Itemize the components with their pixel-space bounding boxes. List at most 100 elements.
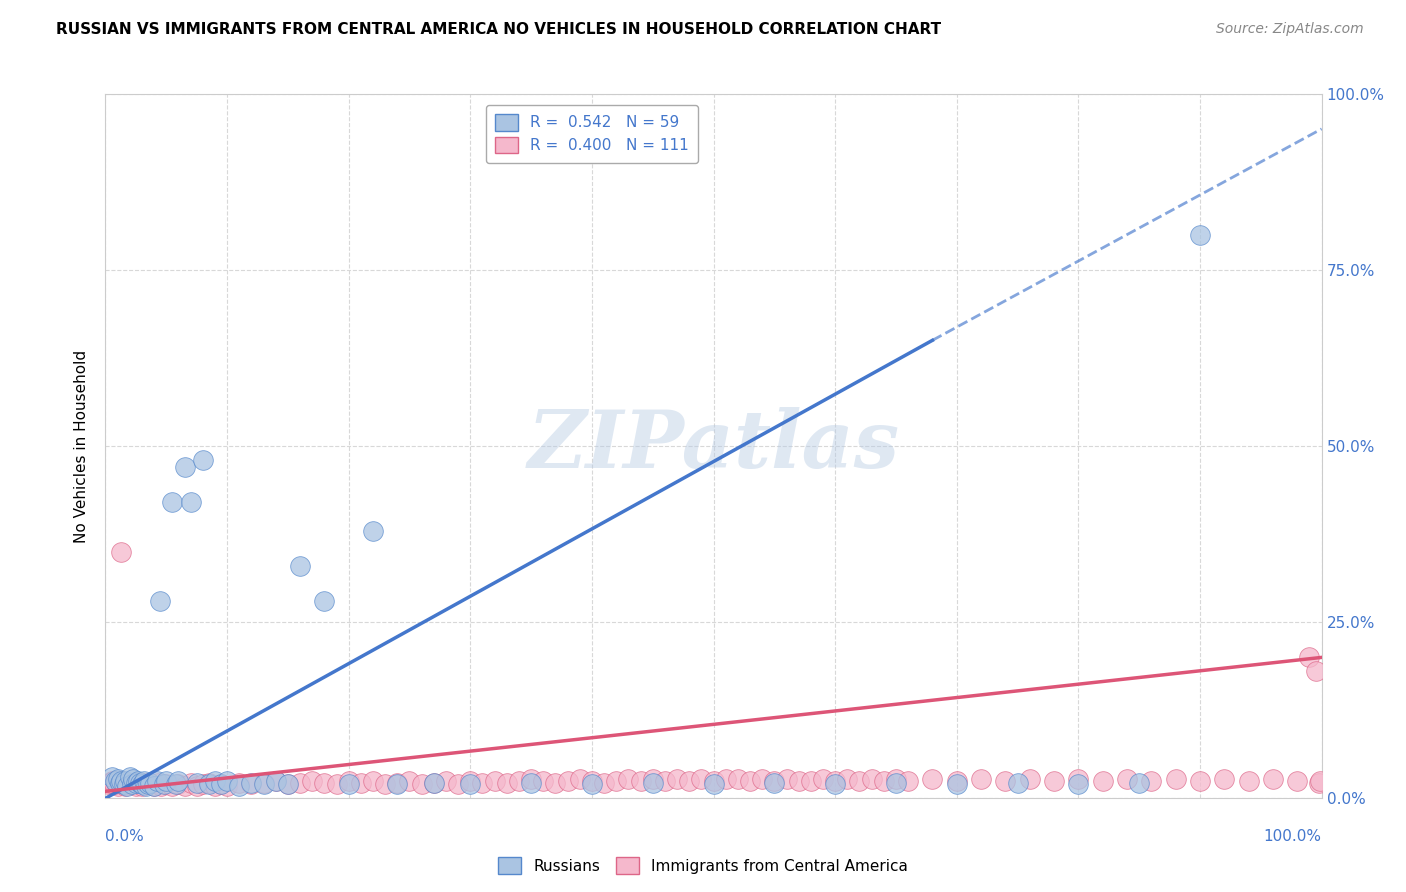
Point [471,776,494,790]
Point [277,777,299,791]
Point [1067,772,1090,786]
Point [217,773,239,788]
Point [325,777,347,791]
Point [146,776,169,790]
Text: ZIPatlas: ZIPatlas [527,408,900,484]
Point [1308,776,1330,790]
Text: RUSSIAN VS IMMIGRANTS FROM CENTRAL AMERICA NO VEHICLES IN HOUSEHOLD CORRELATION : RUSSIAN VS IMMIGRANTS FROM CENTRAL AMERI… [56,22,942,37]
Point [101,773,124,788]
Point [100,770,122,784]
Point [531,773,554,788]
Point [114,773,136,788]
Point [180,776,202,790]
Point [1007,776,1029,790]
Point [191,453,214,467]
Point [252,776,274,790]
Point [155,773,177,788]
Point [100,773,122,788]
Point [568,772,591,786]
Point [97,777,120,791]
Point [240,776,263,790]
Point [191,777,214,791]
Point [1116,772,1139,786]
Point [884,772,907,786]
Point [114,779,136,793]
Point [945,777,967,791]
Point [264,773,287,788]
Point [1305,665,1327,679]
Text: 0.0%: 0.0% [105,830,145,844]
Point [108,776,131,790]
Text: Source: ZipAtlas.com: Source: ZipAtlas.com [1216,22,1364,37]
Point [751,772,773,786]
Point [458,777,481,791]
Point [605,773,627,788]
Point [125,776,148,790]
Point [520,772,543,786]
Point [104,777,127,791]
Point [162,779,184,793]
Point [118,770,141,784]
Point [111,777,134,791]
Point [145,773,167,788]
Point [135,779,157,793]
Point [128,776,150,790]
Point [209,777,232,791]
Point [458,773,481,788]
Point [122,772,145,786]
Point [897,773,920,788]
Point [970,772,993,786]
Point [301,773,323,788]
Point [557,773,579,788]
Point [288,776,311,790]
Point [763,776,786,790]
Point [727,772,749,786]
Point [173,460,195,475]
Point [150,779,173,793]
Point [654,773,676,788]
Point [117,776,139,790]
Point [1128,776,1150,790]
Point [811,772,834,786]
Point [209,777,232,791]
Point [641,772,664,786]
Legend: Russians, Immigrants from Central America: Russians, Immigrants from Central Americ… [492,851,914,880]
Point [288,558,311,573]
Point [108,776,131,790]
Point [860,772,883,786]
Point [945,773,967,788]
Point [108,773,131,788]
Point [1043,773,1066,788]
Point [581,777,603,791]
Point [350,776,373,790]
Point [180,495,202,509]
Point [112,777,135,791]
Point [702,773,725,788]
Point [110,773,132,788]
Point [118,777,141,791]
Point [121,776,143,790]
Point [873,773,896,788]
Point [520,776,543,790]
Point [1286,773,1309,788]
Point [167,777,190,791]
Point [117,779,139,793]
Point [994,773,1017,788]
Point [423,776,446,790]
Point [139,776,162,790]
Point [1189,227,1212,242]
Point [314,776,336,790]
Point [277,777,299,791]
Point [1091,773,1114,788]
Point [204,773,226,788]
Point [1140,773,1163,788]
Point [131,777,153,791]
Point [135,776,157,790]
Point [361,524,384,538]
Point [800,773,823,788]
Point [374,777,396,791]
Point [198,776,221,790]
Legend: R =  0.542   N = 59, R =  0.400   N = 111: R = 0.542 N = 59, R = 0.400 N = 111 [486,105,697,162]
Point [824,773,846,788]
Point [702,777,725,791]
